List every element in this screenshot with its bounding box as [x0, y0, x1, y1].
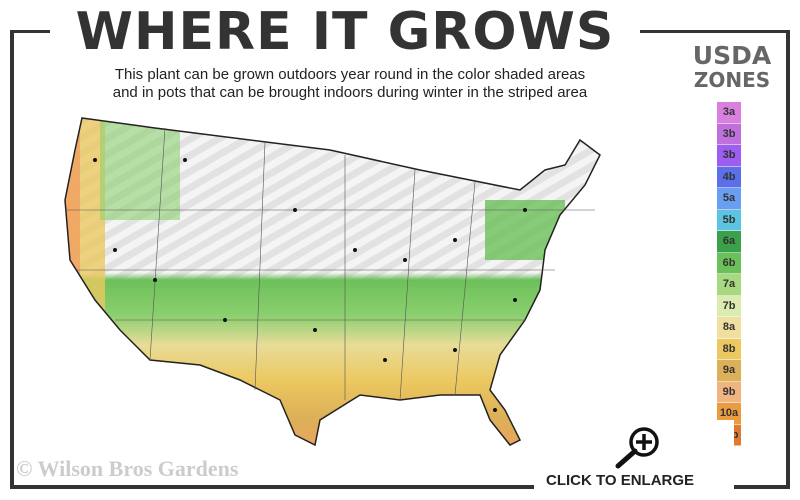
- usda-zones-heading: USDA ZONES: [680, 41, 784, 92]
- legend-zone-8b: 8b: [717, 338, 741, 360]
- legend-zone-3b: 3b: [717, 123, 741, 145]
- zoom-in-icon: [615, 427, 659, 469]
- usda-zone-map[interactable]: [55, 100, 615, 460]
- subtitle: This plant can be grown outdoors year ro…: [50, 66, 650, 102]
- click-to-enlarge-label: CLICK TO ENLARGE: [546, 472, 695, 489]
- legend-zone-8a: 8a: [717, 317, 741, 339]
- legend-zone-3a: 3a: [717, 102, 741, 124]
- legend-zone-7b: 7b: [717, 295, 741, 317]
- legend-zone-5b: 5b: [717, 209, 741, 231]
- click-to-enlarge-button[interactable]: CLICK TO ENLARGE: [534, 420, 734, 500]
- subtitle-line-2: and in pots that can be brought indoors …: [112, 84, 588, 101]
- usda-title: USDA: [692, 41, 772, 70]
- legend-zone-4b: 4b: [717, 166, 741, 188]
- legend-zone-3b: 3b: [717, 145, 741, 167]
- legend-zone-9b: 9b: [717, 381, 741, 403]
- page-title: WHERE IT GROWS: [50, 2, 640, 62]
- state-borders: [65, 127, 595, 401]
- zones-title: ZONES: [693, 68, 771, 92]
- copyright-watermark: © Wilson Bros Gardens: [16, 456, 239, 481]
- city-dots: [93, 158, 527, 412]
- legend-zone-6b: 6b: [717, 252, 741, 274]
- subtitle-line-1: This plant can be grown outdoors year ro…: [114, 66, 586, 83]
- zone-legend: 3a3b3b4b5a5b6a6b7a7b8a8b9a9b10a10b: [717, 102, 741, 446]
- legend-zone-9a: 9a: [717, 360, 741, 382]
- legend-zone-7a: 7a: [717, 274, 741, 296]
- legend-zone-6a: 6a: [717, 231, 741, 253]
- legend-zone-5a: 5a: [717, 188, 741, 210]
